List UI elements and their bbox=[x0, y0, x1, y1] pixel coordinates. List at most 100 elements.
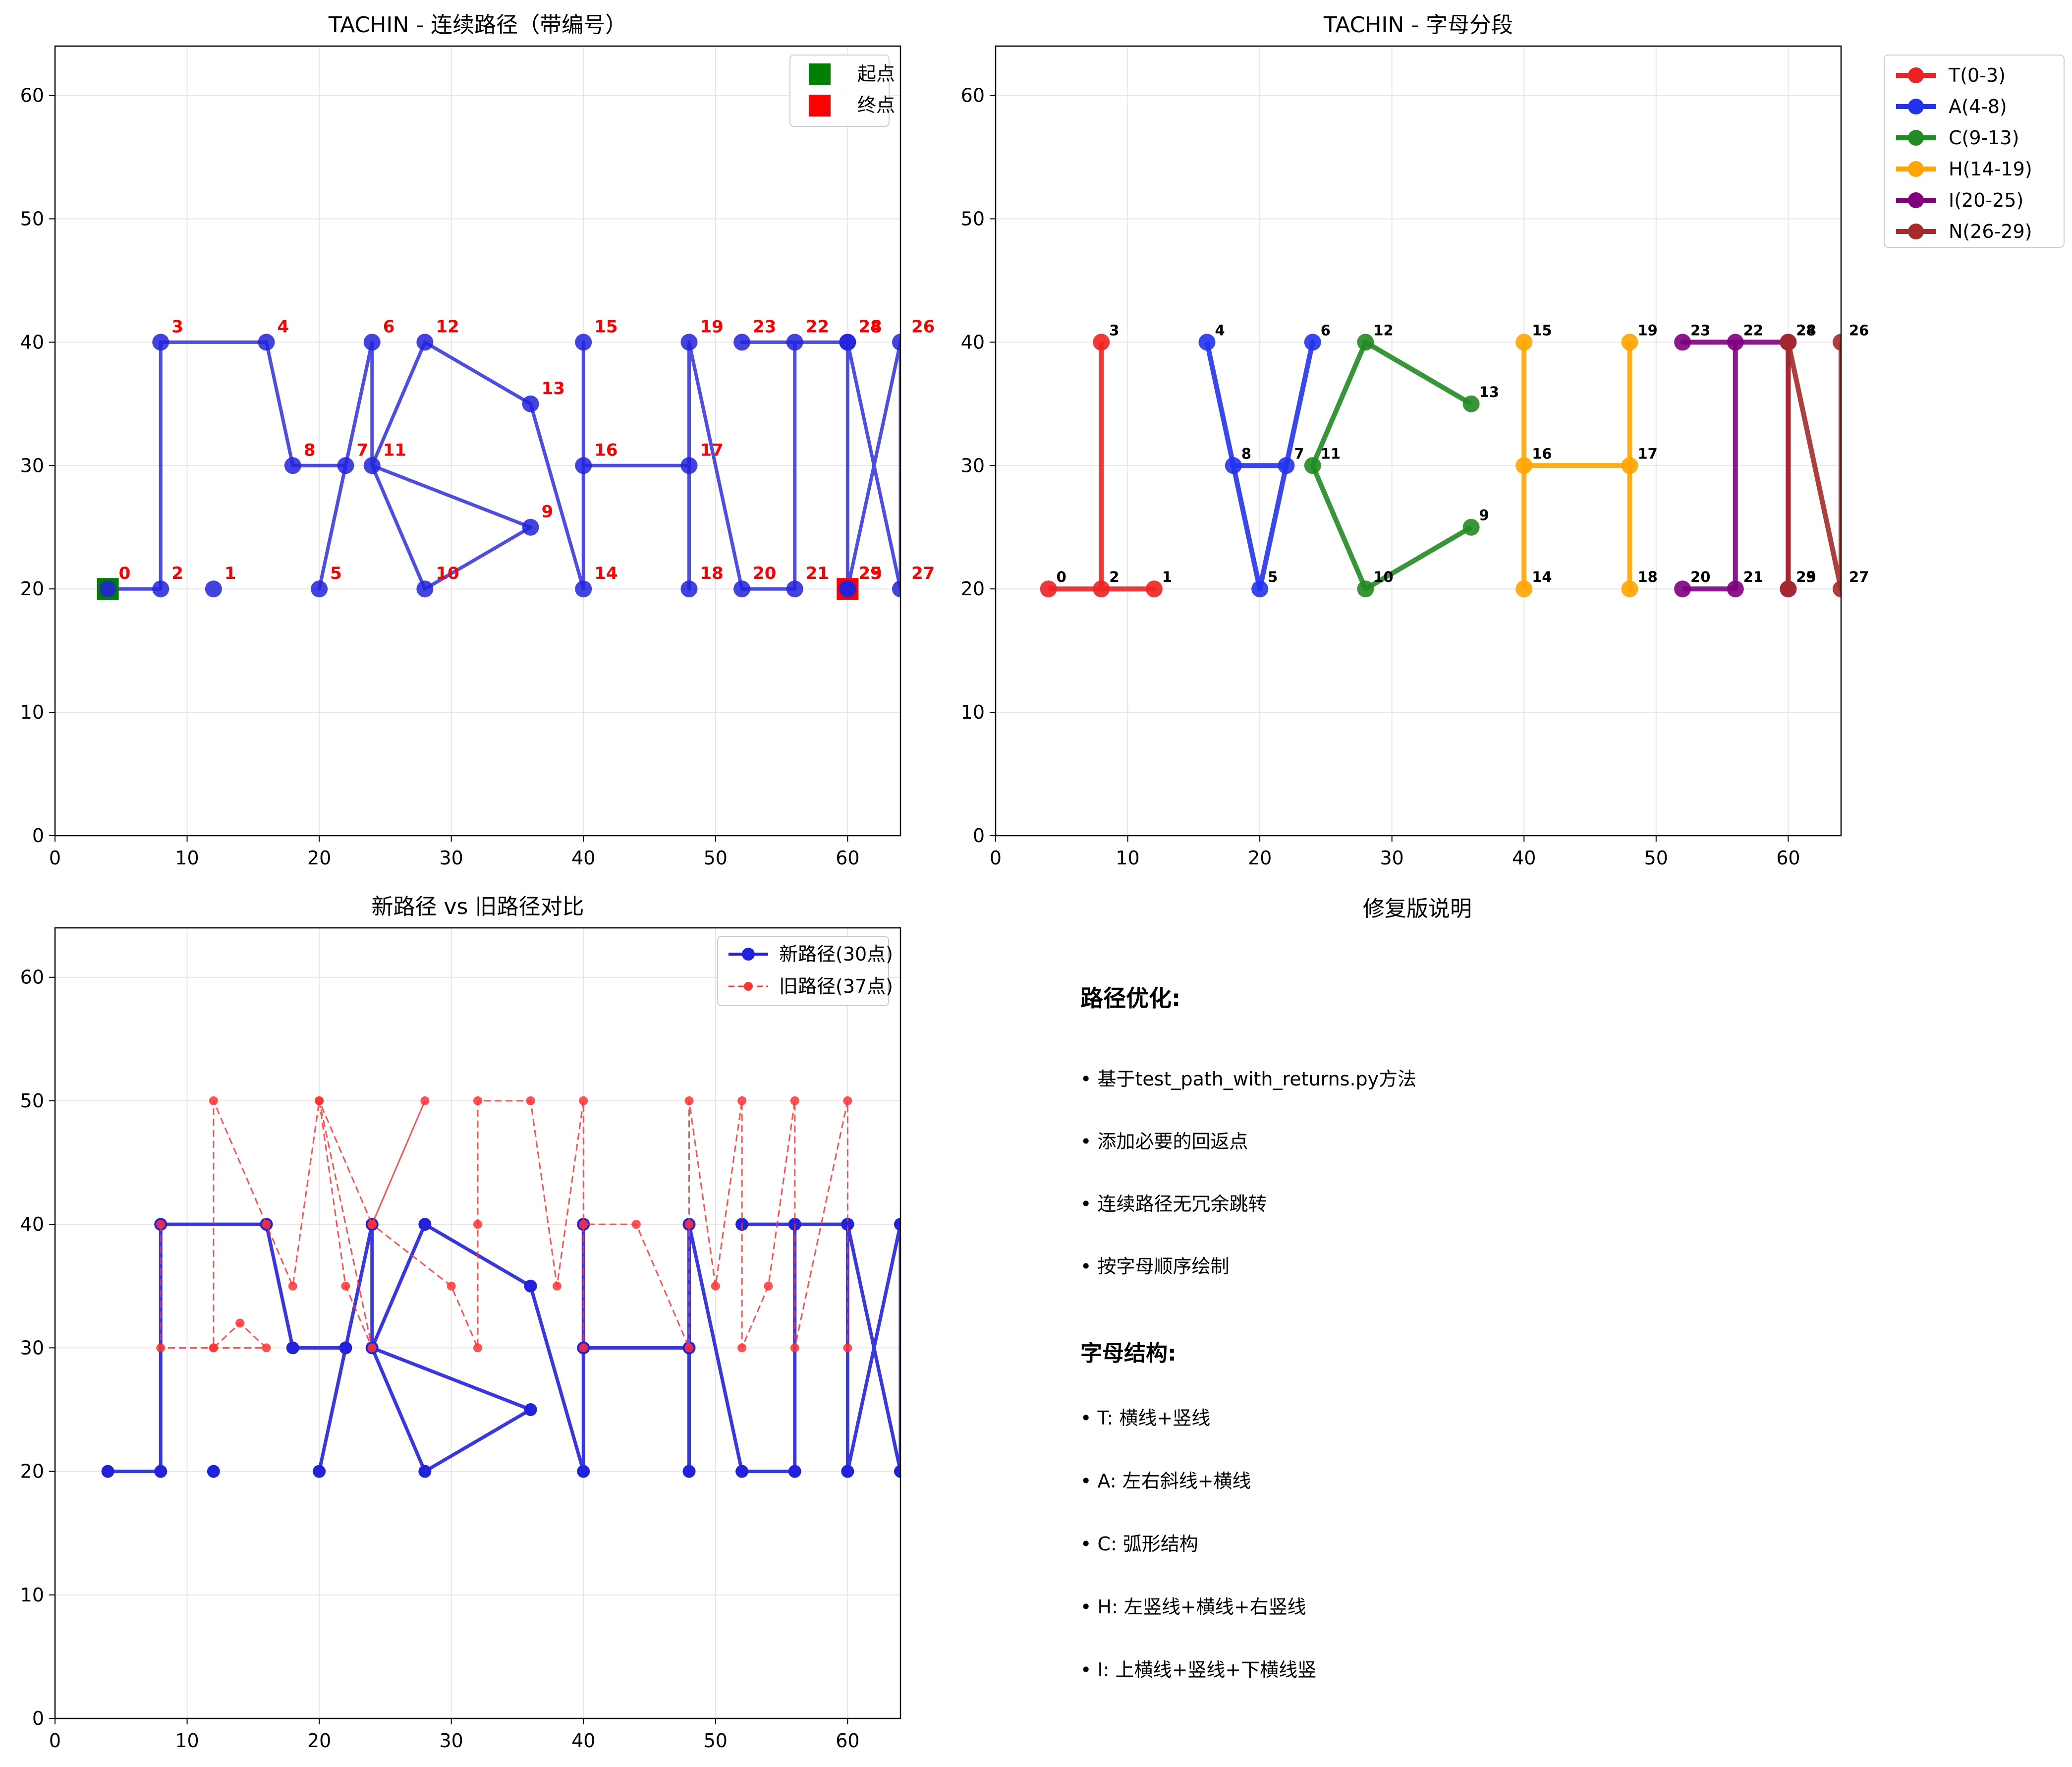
path-point bbox=[680, 334, 698, 351]
series-point bbox=[1515, 580, 1533, 598]
point-label: 9 bbox=[1479, 507, 1489, 524]
point-label: 20 bbox=[1690, 569, 1710, 585]
new-path-point bbox=[841, 1465, 854, 1478]
path-point bbox=[99, 580, 116, 598]
point-label: 2 bbox=[1109, 569, 1119, 585]
point-label: 24 bbox=[858, 317, 882, 337]
info-item: • 按字母顺序绘制 bbox=[1080, 1255, 1230, 1277]
new-path-point bbox=[313, 1465, 326, 1478]
old-path-point bbox=[447, 1281, 456, 1291]
x-tick-label: 20 bbox=[1248, 847, 1272, 869]
legend-label: I(20-25) bbox=[1949, 189, 2023, 211]
y-tick-label: 20 bbox=[20, 1461, 44, 1482]
y-tick-label: 50 bbox=[20, 1090, 44, 1112]
point-label: 24 bbox=[1796, 322, 1816, 339]
path-point bbox=[786, 580, 803, 598]
series-point bbox=[1251, 580, 1269, 598]
axes-frame bbox=[995, 45, 1842, 837]
legend-swatch-marker bbox=[1908, 224, 1924, 239]
old-path-point bbox=[473, 1343, 482, 1353]
legend-swatch-marker bbox=[1908, 192, 1924, 208]
old-path-point bbox=[209, 1343, 218, 1353]
info-heading-structure: 字母结构: bbox=[1080, 1341, 1176, 1366]
info-panel: 修复版说明 路径优化: • 基于test_path_with_returns.p… bbox=[1080, 896, 1472, 1681]
x-tick-label: 0 bbox=[990, 847, 1002, 869]
ticks: 0 10 20 30 40 50 60 0 10 20 30 40 50 60 bbox=[20, 967, 860, 1752]
point-label: 18 bbox=[700, 564, 724, 583]
series-point bbox=[1357, 580, 1374, 598]
legend-swatch bbox=[809, 95, 831, 116]
series-point bbox=[1621, 334, 1638, 351]
point-label: 19 bbox=[700, 317, 724, 337]
path-point bbox=[152, 580, 169, 598]
point-label: 14 bbox=[594, 564, 617, 583]
y-tick-label: 0 bbox=[32, 825, 44, 847]
point-label: 0 bbox=[119, 564, 131, 583]
path-point bbox=[575, 457, 592, 474]
path-point bbox=[284, 457, 301, 474]
x-tick-label: 40 bbox=[571, 847, 595, 869]
point-label: 12 bbox=[436, 317, 459, 337]
path-point bbox=[680, 580, 698, 598]
series-point bbox=[1304, 457, 1321, 474]
legend-swatch-marker bbox=[744, 982, 753, 991]
series-point bbox=[1225, 457, 1242, 474]
plot-title: 新路径 vs 旧路径对比 bbox=[372, 894, 584, 919]
new-path-point bbox=[524, 1279, 537, 1293]
point-label: 11 bbox=[383, 440, 406, 460]
new-path-point bbox=[577, 1465, 590, 1478]
legend-label: A(4-8) bbox=[1949, 96, 2007, 117]
point-label: 18 bbox=[1638, 569, 1658, 585]
path-point bbox=[522, 518, 539, 536]
point-label: 3 bbox=[171, 317, 183, 337]
path-point bbox=[522, 395, 539, 412]
point-label: 6 bbox=[1321, 322, 1331, 339]
path-point bbox=[733, 580, 751, 598]
point-label: 20 bbox=[753, 564, 776, 583]
old-path-point bbox=[367, 1220, 377, 1229]
path-point bbox=[786, 334, 803, 351]
legend-swatch-marker bbox=[742, 948, 755, 961]
old-path-point bbox=[156, 1343, 166, 1353]
old-path-point bbox=[235, 1318, 245, 1328]
series-point bbox=[1727, 334, 1744, 351]
info-item: • 基于test_path_with_returns.py方法 bbox=[1080, 1068, 1416, 1090]
series-line bbox=[1521, 340, 1632, 592]
info-item: • C: 弧形结构 bbox=[1080, 1533, 1198, 1555]
legend-swatch-marker bbox=[1908, 67, 1924, 83]
old-path-point bbox=[737, 1343, 747, 1353]
legend-swatch-marker bbox=[1908, 130, 1924, 146]
new-path-point bbox=[524, 1403, 537, 1416]
info-item: • H: 左竖线+横线+右竖线 bbox=[1080, 1596, 1306, 1618]
x-tick-label: 30 bbox=[1380, 847, 1404, 869]
point-label: 28 bbox=[858, 317, 882, 337]
point-label: 11 bbox=[1321, 445, 1341, 462]
old-path-point bbox=[790, 1343, 799, 1353]
x-tick-label: 60 bbox=[836, 847, 859, 869]
series-point bbox=[1674, 334, 1691, 351]
old-path-point bbox=[843, 1343, 852, 1353]
point-label: 26 bbox=[911, 317, 935, 337]
series-point bbox=[1040, 580, 1057, 598]
old-path-point bbox=[473, 1220, 482, 1229]
old-path-point bbox=[711, 1281, 720, 1291]
plot-title: TACHIN - 字母分段 bbox=[1323, 12, 1513, 38]
series-point bbox=[1674, 580, 1691, 598]
path-point bbox=[152, 334, 169, 351]
series-point bbox=[1304, 334, 1321, 351]
new-path-point bbox=[894, 1218, 900, 1231]
plot-area bbox=[1040, 334, 1841, 598]
plot-area bbox=[101, 1096, 900, 1478]
series-point bbox=[1198, 334, 1216, 351]
point-label: 1 bbox=[224, 564, 236, 583]
point-label: 8 bbox=[1241, 445, 1251, 462]
info-item: • A: 左右斜线+横线 bbox=[1080, 1470, 1251, 1492]
x-tick-label: 30 bbox=[440, 847, 463, 869]
old-path-point bbox=[684, 1096, 694, 1105]
path-point bbox=[258, 334, 275, 351]
series-point bbox=[1515, 457, 1533, 474]
path-comparison-plot: 0 10 20 30 40 50 60 0 10 20 30 40 50 60 新路径 vs 旧路径对比新路… bbox=[20, 894, 901, 1752]
old-path-point bbox=[526, 1096, 535, 1105]
